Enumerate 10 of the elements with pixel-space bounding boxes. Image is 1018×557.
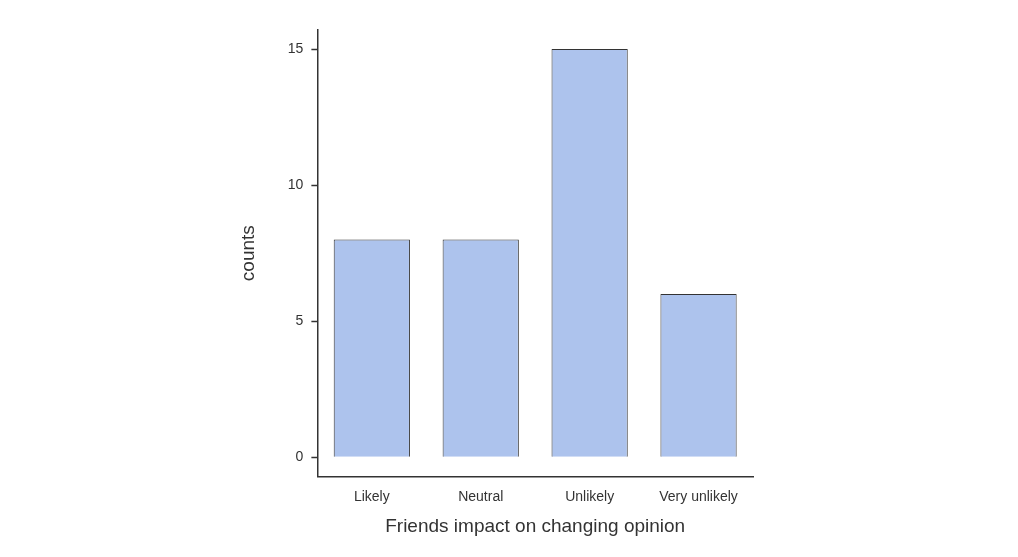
x-tick-label: Neutral (458, 487, 504, 504)
x-axis-title: Friends impact on changing opinion (385, 514, 686, 536)
x-tick-label: Unlikely (565, 487, 615, 504)
y-axis-title: counts (236, 225, 258, 282)
x-tick-label: Likely (353, 487, 390, 504)
y-tick-label: 0 (295, 448, 304, 465)
y-tick-label: 5 (295, 312, 304, 329)
x-tick-label: Very unlikely (659, 487, 738, 504)
y-tick-label: 10 (287, 176, 304, 193)
y-tick-label: 15 (287, 39, 304, 56)
